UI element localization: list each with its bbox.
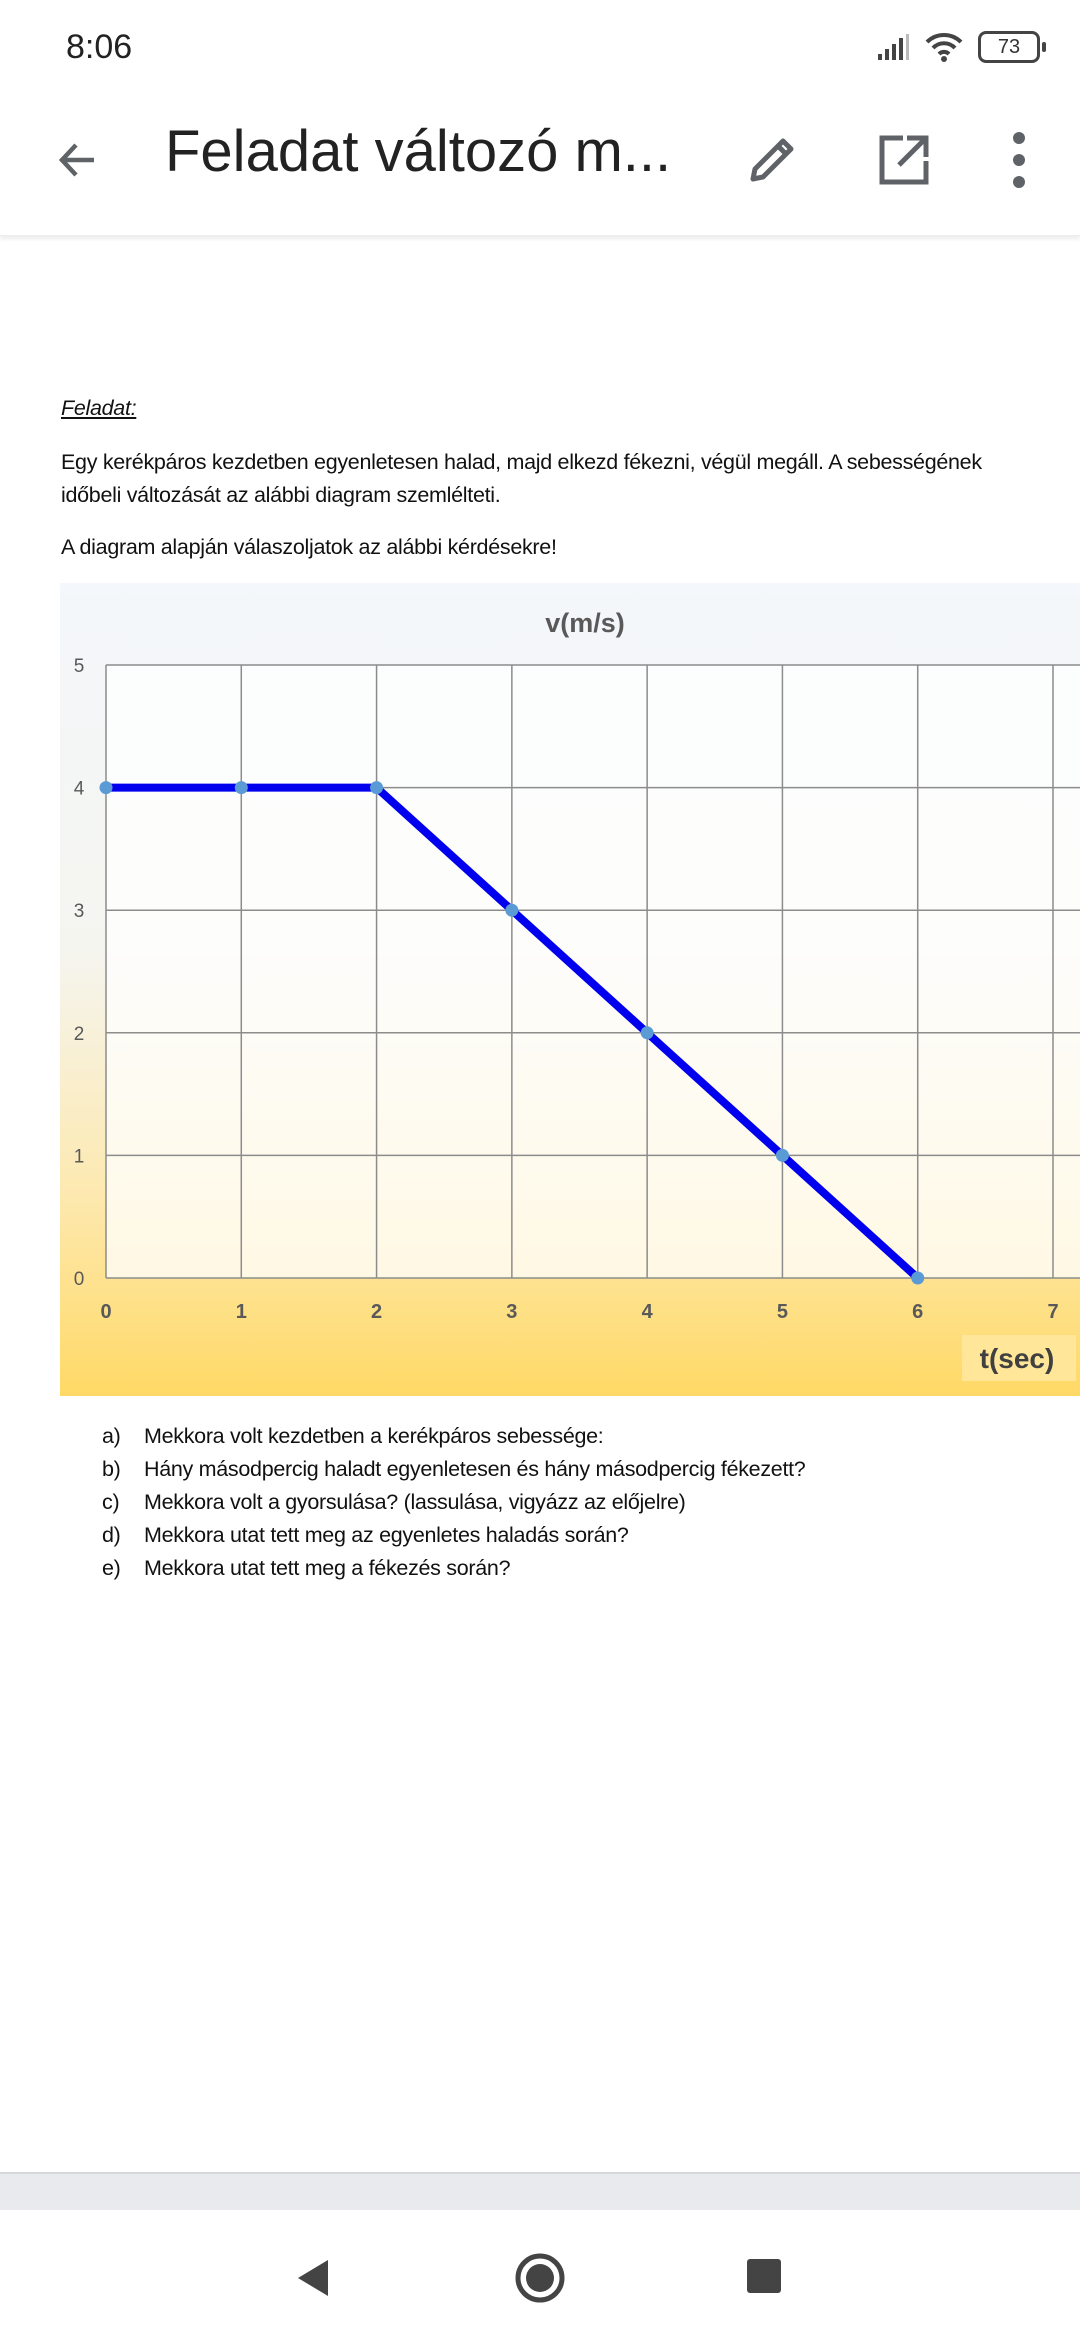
question-text: Mekkora utat tett meg a fékezés során?	[144, 1556, 511, 1580]
data-point	[640, 1026, 654, 1040]
y-tick-label: 4	[74, 779, 85, 800]
open-external-icon[interactable]	[872, 128, 936, 192]
paragraph-line: Egy kerékpáros kezdetben egyenletesen ha…	[61, 450, 982, 474]
signal-icon	[878, 34, 909, 60]
question-text: Mekkora volt a gyorsulása? (lassulása, v…	[144, 1490, 686, 1514]
question-text: Mekkora volt kezdetben a kerékpáros sebe…	[144, 1424, 604, 1448]
question-text: Hány másodpercig haladt egyenletesen és …	[144, 1457, 806, 1481]
battery-icon: 73	[978, 31, 1046, 63]
question-e: e) Mekkora utat tett meg a fékezés során?	[102, 1556, 511, 1581]
recents-square-icon[interactable]	[746, 2258, 782, 2294]
system-nav-bar	[0, 2210, 1080, 2340]
wifi-icon	[925, 32, 963, 62]
question-letter: c)	[102, 1490, 120, 1514]
question-a: a) Mekkora volt kezdetben a kerékpáros se…	[102, 1424, 604, 1449]
paragraph-instruction: A diagram alapján válaszoljatok az alább…	[61, 535, 557, 559]
page-end-divider	[0, 2172, 1080, 2212]
question-d: d) Mekkora utat tett meg az egyenletes ha…	[102, 1523, 629, 1548]
y-tick-label: 2	[74, 1024, 85, 1045]
data-point	[370, 781, 384, 795]
plot-area	[106, 665, 1080, 1278]
y-tick-label: 1	[74, 1146, 85, 1167]
y-tick-label: 0	[74, 1269, 85, 1290]
x-axis-label: t(sec)	[980, 1343, 1055, 1374]
x-tick-label: 1	[236, 1301, 247, 1323]
data-point	[234, 781, 248, 795]
x-tick-label: 5	[777, 1301, 788, 1323]
data-point	[505, 903, 519, 917]
back-arrow-icon[interactable]	[48, 130, 108, 190]
x-tick-label: 3	[506, 1301, 517, 1323]
data-point	[775, 1148, 789, 1162]
pencil-icon[interactable]	[740, 128, 804, 192]
x-tick-label: 7	[1047, 1301, 1058, 1323]
chart-title: v(m/s)	[545, 608, 625, 638]
data-point	[911, 1271, 925, 1285]
x-tick-label: 0	[100, 1301, 111, 1323]
data-point	[99, 781, 113, 795]
question-letter: e)	[102, 1556, 121, 1580]
home-circle-icon[interactable]	[514, 2252, 566, 2304]
y-tick-label: 5	[74, 656, 85, 677]
question-text: Mekkora utat tett meg az egyenletes hala…	[144, 1523, 629, 1547]
y-tick-label: 3	[74, 901, 85, 922]
velocity-time-chart: 0 1 2 3 4 5 6 7 0 1 2 3 4 5 v(m/s) t(sec)	[60, 583, 1080, 1396]
back-triangle-icon[interactable]	[296, 2258, 332, 2298]
paragraph-line: időbeli változását az alábbi diagram sze…	[61, 483, 501, 507]
app-bar	[0, 95, 1080, 236]
x-tick-label: 2	[371, 1301, 382, 1323]
question-c: c) Mekkora volt a gyorsulása? (lassulása,…	[102, 1490, 686, 1515]
status-icons: 73	[876, 30, 1046, 64]
question-letter: d)	[102, 1523, 121, 1547]
x-axis-label-box	[962, 1335, 1076, 1381]
document-heading: Feladat:	[61, 396, 137, 420]
x-tick-label: 4	[642, 1301, 654, 1323]
x-tick-label: 6	[912, 1301, 923, 1323]
question-letter: a)	[102, 1424, 121, 1448]
question-b: b) Hány másodpercig haladt egyenletesen é…	[102, 1457, 806, 1482]
document-title: Feladat változó m...	[165, 119, 672, 184]
question-letter: b)	[102, 1457, 121, 1481]
status-time: 8:06	[66, 28, 133, 66]
more-vert-icon[interactable]	[994, 128, 1044, 192]
